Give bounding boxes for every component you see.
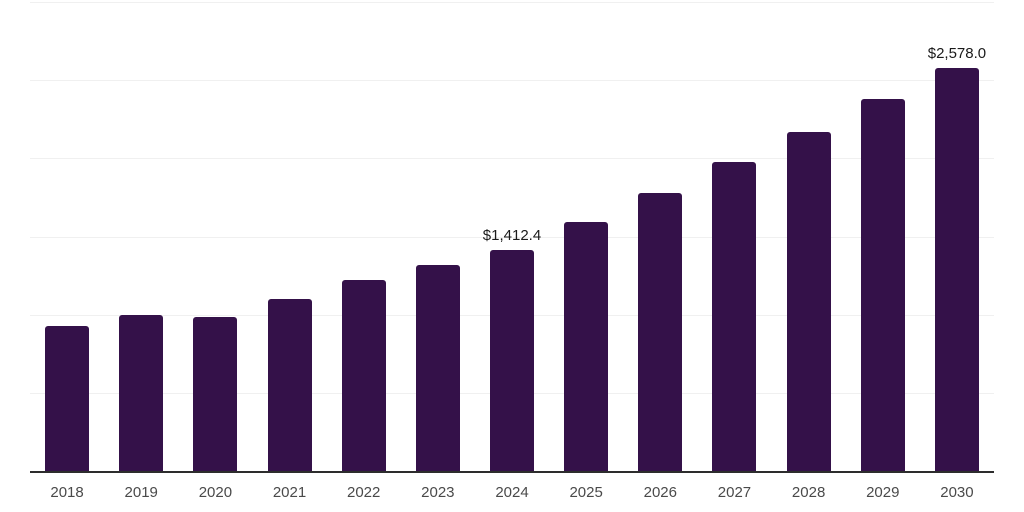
x-tick-2023: 2023 (421, 484, 455, 501)
bar-2024 (490, 250, 534, 471)
gridline-1500 (30, 236, 994, 238)
bar-2022 (341, 279, 386, 471)
bar-2023 (415, 264, 460, 471)
bar-2027 (712, 162, 757, 471)
x-tick-2019: 2019 (124, 484, 158, 501)
x-tick-2027: 2027 (717, 484, 752, 501)
x-axis-line (30, 471, 994, 473)
x-tick-2021: 2021 (272, 484, 307, 501)
plot-area: $1,412.4 $2,578.0 (30, 2, 994, 471)
data-label-2024: $1,412.4 (482, 227, 542, 245)
x-axis-labels: 2018 2019 2020 2021 2022 2023 2024 2025 2026 2027… (30, 484, 994, 504)
x-tick-2029: 2029 (866, 484, 900, 501)
bar-2028 (786, 131, 831, 471)
x-tick-2026: 2026 (643, 484, 677, 501)
x-tick-2018: 2018 (50, 484, 84, 501)
gridline-2000 (30, 158, 994, 160)
data-label-2030: $2,578.0 (927, 44, 987, 62)
x-tick-2028: 2028 (791, 484, 826, 501)
x-tick-2024: 2024 (495, 484, 529, 501)
bar-2029 (860, 98, 905, 471)
bar-2026 (638, 192, 683, 471)
bar-2019 (119, 314, 164, 471)
x-tick-2020: 2020 (198, 484, 233, 501)
bar-2025 (564, 221, 609, 471)
bar-2030 (934, 67, 979, 471)
x-tick-2022: 2022 (347, 484, 381, 501)
bar-2018 (45, 326, 90, 471)
x-tick-2030: 2030 (940, 484, 974, 501)
gridline-3000 (30, 2, 994, 3)
x-tick-2025: 2025 (569, 484, 603, 501)
bar-2021 (267, 299, 312, 471)
gridline-2500 (30, 80, 994, 82)
bar-2020 (193, 317, 238, 471)
